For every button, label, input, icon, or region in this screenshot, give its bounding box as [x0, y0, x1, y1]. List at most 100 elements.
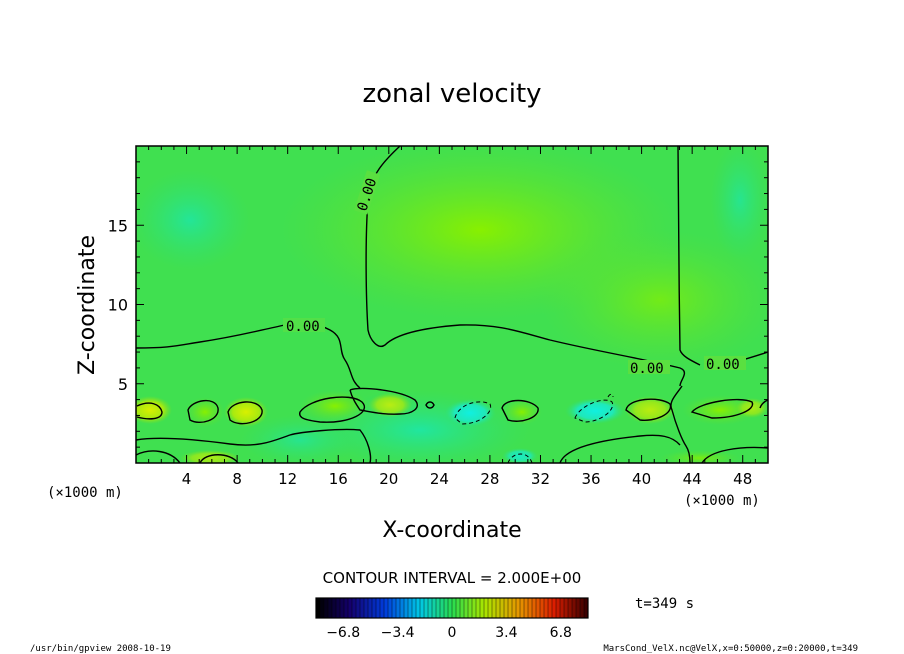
- y-axis-label: Z-coordinate: [75, 235, 100, 375]
- colorbar-cell: [388, 598, 392, 618]
- colorbar-cell: [548, 598, 552, 618]
- colorbar-tick-label: 3.4: [495, 625, 517, 641]
- colorbar: [315, 597, 589, 619]
- footer-left: /usr/bin/gpview 2008-10-19: [30, 644, 171, 654]
- colorbar-cell: [512, 598, 516, 618]
- colorbar-tick-label: 0: [448, 625, 457, 641]
- colorbar-cell: [496, 598, 500, 618]
- y-tick-label: 15: [108, 216, 128, 235]
- colorbar-cell: [576, 598, 580, 618]
- x-axis-label: X-coordinate: [382, 518, 521, 543]
- x-tick-label: 48: [733, 470, 752, 488]
- heatmap-field: [136, 146, 768, 463]
- colorbar-cell: [456, 598, 460, 618]
- colorbar-cell: [520, 598, 524, 618]
- colorbar-cell: [400, 598, 404, 618]
- colorbar-cell: [344, 598, 348, 618]
- colorbar-frame: [315, 597, 589, 619]
- colorbar-cell: [492, 598, 496, 618]
- colorbar-cell: [488, 598, 492, 618]
- colorbar-cell: [436, 598, 440, 618]
- colorbar-cell: [396, 598, 400, 618]
- chart-title: zonal velocity: [362, 79, 541, 109]
- contour-label-group: 0.00 0.00 0.00 0.00: [283, 170, 746, 377]
- colorbar-cell: [552, 598, 556, 618]
- colorbar-cell: [328, 598, 332, 618]
- colorbar-cell: [468, 598, 472, 618]
- x-tick-label: 40: [632, 470, 651, 488]
- colorbar-cell: [432, 598, 436, 618]
- colorbar-cell: [500, 598, 504, 618]
- x-tick-label: 20: [379, 470, 398, 488]
- x-tick-label: 44: [683, 470, 702, 488]
- colorbar-cell: [320, 598, 324, 618]
- colorbar-cell: [424, 598, 428, 618]
- colorbar-ticks: −6.8 −3.4 0 3.4 6.8: [326, 625, 572, 641]
- colorbar-cell: [564, 598, 568, 618]
- colorbar-cell: [472, 598, 476, 618]
- colorbar-cell: [316, 598, 320, 618]
- colorbar-cell: [560, 598, 564, 618]
- colorbar-cell: [460, 598, 464, 618]
- colorbar-cell: [324, 598, 328, 618]
- colorbar-cell: [480, 598, 484, 618]
- colorbar-cell: [416, 598, 420, 618]
- colorbar-cell: [524, 598, 528, 618]
- colorbar-cell: [404, 598, 408, 618]
- colorbar-cell: [384, 598, 388, 618]
- colorbar-cell: [516, 598, 520, 618]
- colorbar-tick-label: −6.8: [326, 625, 360, 641]
- y-tick-label: 10: [108, 296, 128, 315]
- y-tick-label: 5: [118, 375, 128, 394]
- colorbar-cell: [476, 598, 480, 618]
- colorbar-cell: [364, 598, 368, 618]
- colorbar-cell: [444, 598, 448, 618]
- colorbar-cell: [368, 598, 372, 618]
- colorbar-tick-label: 6.8: [550, 625, 572, 641]
- contour-label: 0.00: [286, 319, 320, 335]
- y-axis: 5 10 15: [108, 161, 768, 448]
- contour-interval: CONTOUR INTERVAL = 2.000E+00: [323, 569, 582, 587]
- colorbar-tick-label: −3.4: [381, 625, 415, 641]
- colorbar-cell: [428, 598, 432, 618]
- colorbar-cell: [420, 598, 424, 618]
- contour-label: 0.00: [706, 357, 740, 373]
- colorbar-cell: [360, 598, 364, 618]
- colorbar-cell: [584, 598, 588, 618]
- colorbar-cell: [508, 598, 512, 618]
- x-tick-label: 16: [329, 470, 348, 488]
- x-tick-label: 8: [232, 470, 242, 488]
- colorbar-cell: [464, 598, 468, 618]
- colorbar-cell: [540, 598, 544, 618]
- x-tick-label: 28: [480, 470, 499, 488]
- colorbar-cell: [484, 598, 488, 618]
- colorbar-cell: [352, 598, 356, 618]
- x-tick-label: 4: [182, 470, 192, 488]
- footer-right: MarsCond_VelX.nc@VelX,x=0:50000,z=0:2000…: [603, 644, 858, 654]
- time-label: t=349 s: [635, 596, 694, 612]
- x-tick-label: 24: [430, 470, 449, 488]
- colorbar-cell: [504, 598, 508, 618]
- negative-contours: [454, 393, 614, 463]
- colorbar-cell: [348, 598, 352, 618]
- colorbar-cell: [392, 598, 396, 618]
- x-unit-label-right: (×1000 m): [684, 493, 760, 509]
- x-unit-label-left: (×1000 m): [47, 485, 123, 501]
- colorbar-cell: [568, 598, 572, 618]
- colorbar-cell: [376, 598, 380, 618]
- colorbar-cell: [544, 598, 548, 618]
- colorbar-cell: [528, 598, 532, 618]
- colorbar-cell: [332, 598, 336, 618]
- contour-label: 0.00: [630, 361, 664, 377]
- colorbar-cell: [580, 598, 584, 618]
- colorbar-cell: [452, 598, 456, 618]
- zero-contour-vertical-right: [677, 146, 701, 366]
- colorbar-cell: [572, 598, 576, 618]
- colorbar-cell: [408, 598, 412, 618]
- colorbar-cell: [532, 598, 536, 618]
- colorbar-cell: [340, 598, 344, 618]
- colorbar-cell: [440, 598, 444, 618]
- colorbar-cell: [372, 598, 376, 618]
- colorbar-cell: [356, 598, 360, 618]
